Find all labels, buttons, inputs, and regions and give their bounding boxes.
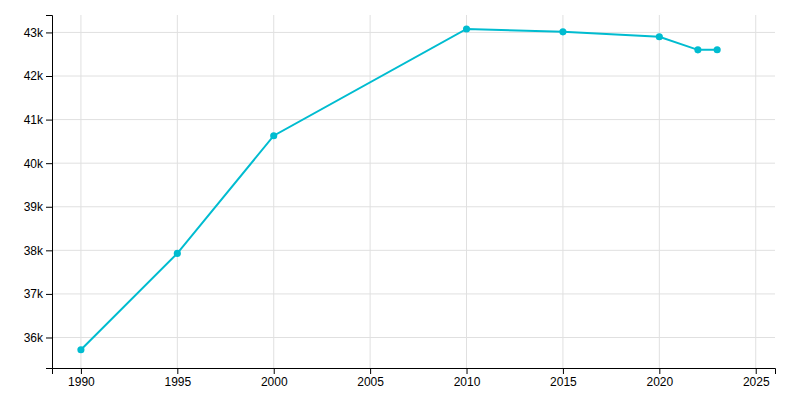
grid-line-y	[52, 250, 775, 251]
grid-line-y	[52, 337, 775, 338]
chart: 1990 1995 2000 2005 2010 2015 2020 2025 36k 37k 38…	[0, 0, 800, 400]
x-axis-tick: 1990	[68, 368, 95, 389]
grid-line-y	[52, 163, 775, 164]
series	[77, 25, 720, 353]
y-axis-tick: 36k	[24, 331, 52, 345]
point	[77, 346, 84, 353]
point	[656, 33, 663, 40]
x-axis-tick: 2005	[357, 368, 384, 389]
point	[174, 250, 181, 257]
y-axis-tick-mark	[46, 294, 52, 295]
y-axis-tick-label: 36k	[24, 331, 44, 345]
line	[81, 29, 717, 350]
y-axis-tick-mark	[46, 32, 52, 33]
x-axis-tick-mark	[659, 368, 660, 374]
y-axis-tick: 40k	[24, 157, 52, 171]
y-axis: 36k 37k 38k 39k 40k 41k 42k 43k	[24, 16, 53, 369]
y-axis-tick: 43k	[24, 26, 52, 40]
y-axis-tick-label: 37k	[24, 287, 44, 301]
grid-line-x	[466, 15, 467, 368]
y-axis-tick-label: 42k	[24, 69, 44, 83]
x-axis-tick-mark	[274, 368, 275, 374]
y-axis-tick: 37k	[24, 287, 52, 301]
x-axis-tick-mark	[81, 368, 82, 374]
x-axis-tick-mark	[177, 368, 178, 374]
x-axis-tick: 2010	[454, 368, 481, 389]
y-axis-tick-label: 39k	[24, 200, 44, 214]
grid-line-x	[562, 15, 563, 368]
y-axis-tick-mark	[46, 120, 52, 121]
y-axis-tick-label: 40k	[24, 157, 44, 171]
y-axis-tick: 41k	[24, 113, 52, 127]
grid-line-x	[755, 15, 756, 368]
y-axis-tick-mark	[46, 76, 52, 77]
y-axis-tick-mark	[46, 337, 52, 338]
grid-line-x	[80, 15, 81, 368]
grid	[52, 15, 775, 368]
x-axis-tick-mark	[467, 368, 468, 374]
x-axis-tick: 2020	[646, 368, 673, 389]
x-axis-tick: 2000	[261, 368, 288, 389]
point	[463, 25, 470, 32]
point	[270, 132, 277, 139]
y-axis-tick-label: 41k	[24, 113, 44, 127]
x-axis-tick-mark	[370, 368, 371, 374]
grid-line-x	[370, 15, 371, 368]
y-axis-tick-mark	[46, 250, 52, 251]
point	[559, 28, 566, 35]
x-axis-tick-label: 2010	[454, 375, 481, 389]
x-axis-tick-label: 2025	[743, 375, 770, 389]
y-axis-tick-label: 38k	[24, 244, 44, 258]
y-axis-line	[46, 16, 53, 369]
x-axis-tick-mark	[756, 368, 757, 374]
y-axis-tick: 38k	[24, 244, 52, 258]
grid-line-y	[52, 206, 775, 207]
x-axis-tick-label: 2000	[261, 375, 288, 389]
x-axis: 1990 1995 2000 2005 2010 2015 2020 2025	[53, 368, 776, 389]
grid-line-x	[177, 15, 178, 368]
plot-area: 1990 1995 2000 2005 2010 2015 2020 2025 36k 37k 38…	[24, 15, 776, 389]
y-axis-tick-mark	[46, 163, 52, 164]
x-axis-tick: 2015	[550, 368, 577, 389]
x-axis-tick-label: 2015	[550, 375, 577, 389]
grid-line-y	[52, 32, 775, 33]
grid-line-x	[273, 15, 274, 368]
x-axis-tick-label: 2020	[646, 375, 673, 389]
point	[694, 46, 701, 53]
y-axis-tick-mark	[46, 207, 52, 208]
point	[714, 46, 721, 53]
grid-line-x	[659, 15, 660, 368]
x-axis-tick: 1995	[164, 368, 191, 389]
x-axis-tick: 2025	[743, 368, 770, 389]
y-axis-tick: 39k	[24, 200, 52, 214]
grid-line-y	[52, 293, 775, 294]
x-axis-tick-label: 2005	[357, 375, 384, 389]
x-axis-tick-label: 1995	[164, 375, 191, 389]
grid-line-y	[52, 76, 775, 77]
y-axis-tick-label: 43k	[24, 26, 44, 40]
x-axis-tick-label: 1990	[68, 375, 95, 389]
grid-line-y	[52, 119, 775, 120]
y-axis-tick: 42k	[24, 69, 52, 83]
x-axis-tick-mark	[563, 368, 564, 374]
x-axis-line	[53, 369, 776, 375]
